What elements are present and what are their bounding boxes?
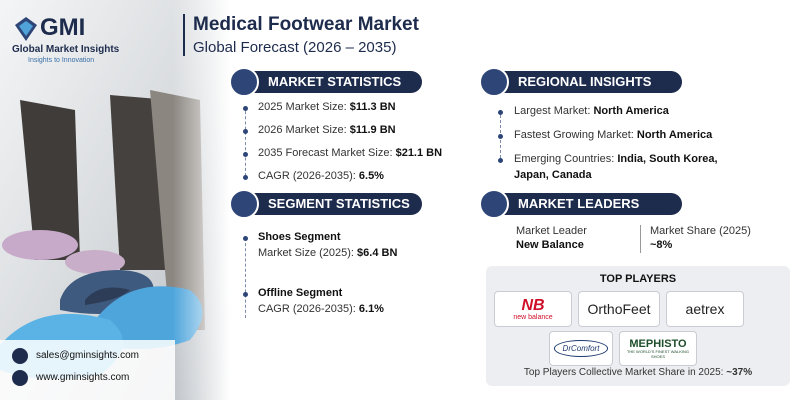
share-value: ~8% <box>650 239 673 251</box>
heading-text: REGIONAL INSIGHTS <box>518 74 652 89</box>
player-logo: aetrex <box>666 291 744 327</box>
stat-row: 2025 Market Size: $11.3 BN <box>258 101 396 113</box>
top-players-footer: Top Players Collective Market Share in 2… <box>486 367 790 378</box>
leader-label: Market Leader <box>516 225 587 237</box>
logo-company: Global Market Insights <box>12 44 120 55</box>
logo-icon <box>15 17 37 41</box>
bullet <box>498 134 503 139</box>
stat-row: Market Size (2025): $6.4 BN <box>258 247 397 259</box>
stat-value: $11.9 BN <box>349 124 396 136</box>
bullet <box>243 292 248 297</box>
stat-label: 2026 Market Size: <box>258 124 347 136</box>
bullet <box>243 236 248 241</box>
stat-label: Emerging Countries: <box>514 153 615 165</box>
stat-value: $6.4 BN <box>357 247 398 259</box>
logo-mark: NB <box>521 296 545 314</box>
section-heading: REGIONAL INSIGHTS <box>479 67 682 97</box>
stat-row: Emerging Countries: India, South Korea, <box>514 153 718 165</box>
heading-text: MARKET LEADERS <box>518 196 640 211</box>
player-name: new balance <box>513 313 553 321</box>
website[interactable]: www.gminsights.com <box>36 372 130 383</box>
photo <box>0 0 230 400</box>
player-name: MEPHISTO <box>629 338 687 351</box>
stat-row: CAGR (2026-2035): 6.5% <box>258 170 384 182</box>
title-rule <box>183 14 185 56</box>
player-logo: NB new balance <box>494 291 572 327</box>
stat-row: 2026 Market Size: $11.9 BN <box>258 124 396 136</box>
bullet-line <box>245 238 246 318</box>
player-logo: DrComfort <box>549 331 613 366</box>
stat-value: India, South Korea, <box>617 153 718 165</box>
stat-label: CAGR (2026-2035): <box>258 170 356 182</box>
bullet <box>243 152 248 157</box>
divider <box>640 225 641 253</box>
bullet-line <box>245 106 246 176</box>
logo-name: GMI <box>40 14 86 41</box>
section-heading: SEGMENT STATISTICS <box>229 189 422 219</box>
bullet <box>498 158 503 163</box>
stat-row: Largest Market: North America <box>514 105 669 117</box>
stat-value: North America <box>636 129 713 141</box>
player-tagline: THE WORLD'S FINEST WALKING SHOES <box>626 349 690 359</box>
stat-value: $11.3 BN <box>349 101 396 113</box>
stat-label: CAGR (2026-2035): <box>258 303 356 315</box>
stat-value: 6.5% <box>358 170 384 182</box>
stat-row: 2035 Forecast Market Size: $21.1 BN <box>258 147 442 159</box>
heading-text: SEGMENT STATISTICS <box>268 196 410 211</box>
top-players-heading: TOP PLAYERS <box>599 273 677 285</box>
player-name: OrthoFeet <box>587 301 651 317</box>
stat-value-cont: Japan, Canada <box>514 169 592 181</box>
segment-name: Shoes Segment <box>258 231 341 243</box>
email[interactable]: sales@gminsights.com <box>36 350 139 361</box>
bullet <box>243 175 248 180</box>
bullet <box>243 106 248 111</box>
segment-name: Offline Segment <box>258 287 343 299</box>
stat-value: $21.1 BN <box>395 147 443 159</box>
player-logo: MEPHISTO THE WORLD'S FINEST WALKING SHOES <box>619 331 697 366</box>
web-icon <box>12 370 28 386</box>
stat-label: Fastest Growing Market: <box>514 129 634 141</box>
title: Medical Footwear Market <box>193 14 419 35</box>
footer-label: Top Players Collective Market Share in 2… <box>523 367 724 378</box>
footer-value: ~37% <box>726 367 753 378</box>
section-heading: MARKET LEADERS <box>479 189 682 219</box>
stat-label: 2025 Market Size: <box>258 101 347 113</box>
section-heading: MARKET STATISTICS <box>229 67 422 97</box>
share-label: Market Share (2025) <box>650 225 751 237</box>
email-icon <box>12 348 28 364</box>
stat-value: 6.1% <box>358 303 384 315</box>
stat-label: Market Size (2025): <box>258 247 354 259</box>
player-name: aetrex <box>685 301 725 317</box>
stat-label: Largest Market: <box>514 105 591 117</box>
player-name: DrComfort <box>553 340 609 357</box>
bullet <box>243 129 248 134</box>
subtitle: Global Forecast (2026 – 2035) <box>193 39 397 56</box>
player-logo: OrthoFeet <box>578 291 660 327</box>
stat-value: North America <box>593 105 669 117</box>
stat-label: 2035 Forecast Market Size: <box>258 147 393 159</box>
stat-row: CAGR (2026-2035): 6.1% <box>258 303 384 315</box>
bullet <box>498 110 503 115</box>
stat-row: Fastest Growing Market: North America <box>514 129 712 141</box>
logo-tagline: Insights to Innovation <box>28 57 95 64</box>
leader-name: New Balance <box>516 239 584 251</box>
heading-text: MARKET STATISTICS <box>268 74 402 89</box>
